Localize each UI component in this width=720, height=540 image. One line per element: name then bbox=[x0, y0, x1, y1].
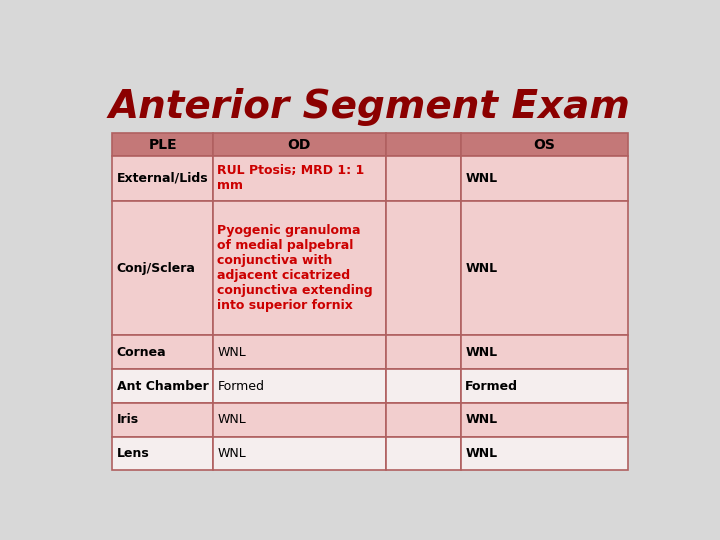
FancyBboxPatch shape bbox=[112, 335, 213, 369]
Text: WNL: WNL bbox=[465, 447, 498, 460]
FancyBboxPatch shape bbox=[461, 403, 629, 436]
Text: Ant Chamber: Ant Chamber bbox=[117, 380, 209, 393]
FancyBboxPatch shape bbox=[213, 335, 386, 369]
FancyBboxPatch shape bbox=[386, 403, 461, 436]
Text: WNL: WNL bbox=[217, 447, 246, 460]
FancyBboxPatch shape bbox=[112, 369, 213, 403]
FancyBboxPatch shape bbox=[213, 201, 386, 335]
Text: Cornea: Cornea bbox=[117, 346, 166, 359]
FancyBboxPatch shape bbox=[461, 369, 629, 403]
FancyBboxPatch shape bbox=[461, 156, 629, 201]
FancyBboxPatch shape bbox=[112, 201, 213, 335]
FancyBboxPatch shape bbox=[386, 133, 461, 156]
Text: WNL: WNL bbox=[217, 413, 246, 426]
Text: OS: OS bbox=[534, 138, 556, 152]
FancyBboxPatch shape bbox=[386, 335, 461, 369]
Text: OD: OD bbox=[288, 138, 311, 152]
FancyBboxPatch shape bbox=[213, 133, 386, 156]
FancyBboxPatch shape bbox=[386, 156, 461, 201]
Text: WNL: WNL bbox=[217, 346, 246, 359]
Text: Conj/Sclera: Conj/Sclera bbox=[117, 261, 196, 275]
Text: Formed: Formed bbox=[465, 380, 518, 393]
FancyBboxPatch shape bbox=[213, 403, 386, 436]
FancyBboxPatch shape bbox=[461, 335, 629, 369]
Text: PLE: PLE bbox=[148, 138, 177, 152]
FancyBboxPatch shape bbox=[386, 201, 461, 335]
FancyBboxPatch shape bbox=[461, 436, 629, 470]
FancyBboxPatch shape bbox=[461, 201, 629, 335]
Text: WNL: WNL bbox=[465, 346, 498, 359]
Text: Pyogenic granuloma
of medial palpebral
conjunctiva with
adjacent cicatrized
conj: Pyogenic granuloma of medial palpebral c… bbox=[217, 224, 373, 312]
FancyBboxPatch shape bbox=[461, 133, 629, 156]
Text: Anterior Segment Exam: Anterior Segment Exam bbox=[108, 87, 630, 126]
FancyBboxPatch shape bbox=[112, 436, 213, 470]
Text: Formed: Formed bbox=[217, 380, 264, 393]
FancyBboxPatch shape bbox=[112, 403, 213, 436]
Text: External/Lids: External/Lids bbox=[117, 172, 208, 185]
Text: RUL Ptosis; MRD 1: 1
mm: RUL Ptosis; MRD 1: 1 mm bbox=[217, 164, 365, 192]
FancyBboxPatch shape bbox=[112, 156, 213, 201]
Text: Lens: Lens bbox=[117, 447, 150, 460]
FancyBboxPatch shape bbox=[213, 369, 386, 403]
FancyBboxPatch shape bbox=[386, 436, 461, 470]
FancyBboxPatch shape bbox=[112, 133, 213, 156]
FancyBboxPatch shape bbox=[213, 436, 386, 470]
Text: WNL: WNL bbox=[465, 413, 498, 426]
FancyBboxPatch shape bbox=[386, 369, 461, 403]
FancyBboxPatch shape bbox=[213, 156, 386, 201]
Text: WNL: WNL bbox=[465, 172, 498, 185]
Text: Iris: Iris bbox=[117, 413, 139, 426]
Text: WNL: WNL bbox=[465, 261, 498, 275]
